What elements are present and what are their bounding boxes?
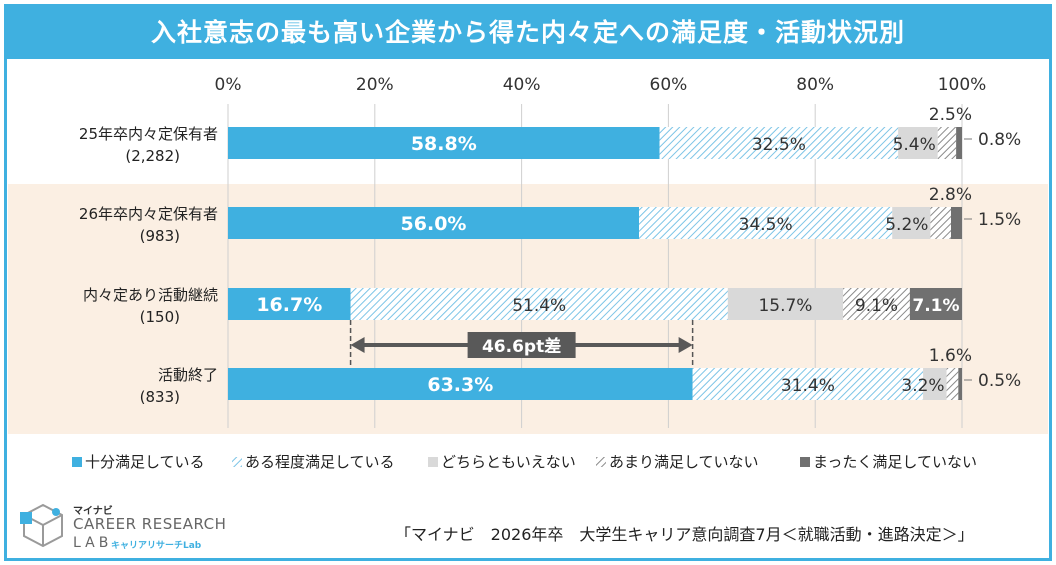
category-label: 活動終了 <box>158 366 218 384</box>
legend-swatch <box>800 457 810 467</box>
bar-segment <box>909 288 962 320</box>
data-label: 15.7% <box>758 296 812 316</box>
category-label: 内々定あり活動継続 <box>83 286 218 304</box>
legend-label: 十分満足している <box>85 453 205 471</box>
data-label: 2.8% <box>929 185 972 205</box>
logo-lab-text: LAB <box>73 535 113 551</box>
x-tick-label: 80% <box>796 75 834 95</box>
legend-label: あまり満足していない <box>609 453 759 471</box>
category-count: (833) <box>140 388 180 406</box>
bar-segment <box>956 127 962 159</box>
annotation-label: 46.6pt差 <box>482 336 561 357</box>
data-label: 7.1% <box>912 296 959 316</box>
data-label: 32.5% <box>752 135 806 155</box>
bar-segment <box>843 288 910 320</box>
category-count: (983) <box>140 227 180 245</box>
x-tick-label: 60% <box>650 75 688 95</box>
bar-segment <box>228 288 351 320</box>
category-count: (2,282) <box>125 147 180 165</box>
logo: マイナビ CAREER RESEARCH LAB キャリアリサーチLab <box>18 500 228 558</box>
chart-frame: 入社意志の最も高い企業から得た内々定への満足度・活動状況別 <box>4 4 1052 561</box>
legend-label: まったく満足していない <box>813 453 977 471</box>
annotation-box <box>467 332 576 358</box>
legend-label: ある程度満足している <box>245 453 395 471</box>
bar-segment <box>350 288 728 320</box>
data-label: 0.5% <box>978 371 1021 391</box>
x-tick-label: 100% <box>938 75 987 95</box>
legend-swatch <box>72 457 82 467</box>
data-label: 51.4% <box>512 296 566 316</box>
logo-kana-text: キャリアリサーチLab <box>111 541 202 551</box>
bar-segment <box>727 288 844 320</box>
category-count: (150) <box>140 308 180 326</box>
data-label: 9.1% <box>855 296 898 316</box>
bar-segment <box>958 368 962 400</box>
annotation-arrowhead <box>678 337 693 353</box>
cube-logo-icon <box>20 503 63 548</box>
logo-main-text: CAREER RESEARCH <box>73 515 227 533</box>
data-label: 3.2% <box>901 376 944 396</box>
data-label: 1.5% <box>978 210 1021 230</box>
logo-brand: マイナビ <box>73 506 113 517</box>
bar-segment <box>692 368 924 400</box>
data-label: 5.2% <box>885 215 928 235</box>
annotation-arrowhead <box>350 337 365 353</box>
bar-segment <box>946 368 959 400</box>
legend-swatch <box>596 457 606 467</box>
data-label: 0.8% <box>978 130 1021 150</box>
category-label: 26年卒内々定保有者 <box>79 205 218 223</box>
data-label: 58.8% <box>411 133 477 155</box>
source-note: 「マイナビ 2026年卒 大学生キャリア意向調査7月＜就職活動・進路決定＞」 <box>395 525 974 544</box>
bar-segment <box>228 207 640 239</box>
data-label: 34.5% <box>739 215 793 235</box>
bar-segment <box>930 207 951 239</box>
bar-segment <box>659 127 899 159</box>
data-label: 5.4% <box>893 135 936 155</box>
category-label: 25年卒内々定保有者 <box>79 125 218 143</box>
legend-label: どちらともいえない <box>441 453 576 471</box>
bar-segment <box>950 207 962 239</box>
bar-segment <box>892 207 931 239</box>
data-label: 2.5% <box>929 105 972 125</box>
x-tick-label: 20% <box>356 75 394 95</box>
data-label: 63.3% <box>427 374 493 396</box>
bar-segment <box>898 127 938 159</box>
legend-swatch <box>428 457 438 467</box>
data-label: 31.4% <box>781 376 835 396</box>
chart-title: 入社意志の最も高い企業から得た内々定への満足度・活動状況別 <box>7 7 1049 59</box>
data-label: 1.6% <box>929 346 972 366</box>
bar-segment <box>639 207 893 239</box>
data-label: 56.0% <box>401 213 467 235</box>
bar-segment <box>228 127 660 159</box>
x-tick-label: 40% <box>503 75 541 95</box>
bar-segment <box>923 368 947 400</box>
data-label: 16.7% <box>256 294 322 316</box>
bar-segment <box>937 127 957 159</box>
bar-segment <box>228 368 693 400</box>
legend-swatch <box>232 457 242 467</box>
x-tick-label: 0% <box>215 75 242 95</box>
